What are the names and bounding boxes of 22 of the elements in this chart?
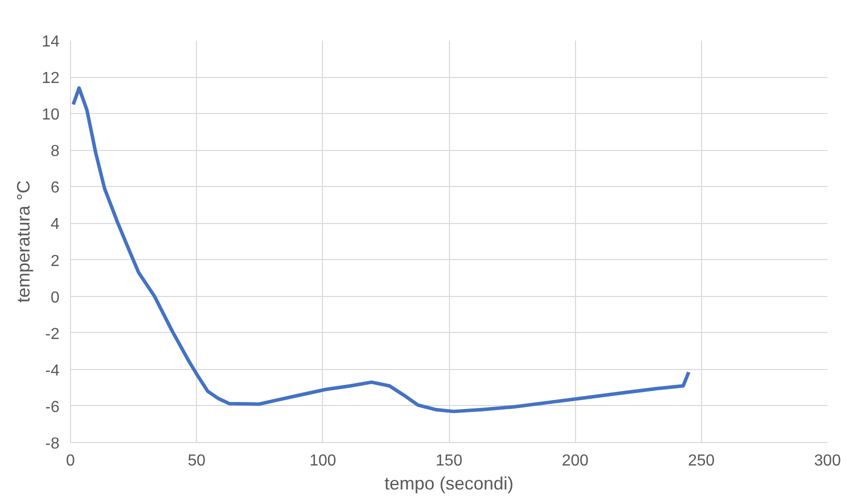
y-axis-title: temperatura °C [14, 180, 34, 303]
y-tick-label: 6 [50, 180, 60, 197]
y-tick-label: -8 [45, 436, 60, 452]
x-tick-label: 150 [436, 452, 462, 470]
y-tick-label: 10 [42, 106, 60, 124]
x-tick-label: 300 [814, 452, 841, 470]
y-tick-label: 14 [42, 34, 60, 50]
y-tick-label: -2 [45, 326, 60, 343]
y-tick-label: -6 [45, 398, 60, 416]
x-tick-label: 200 [562, 452, 589, 470]
x-axis-title: tempo (secondi) [384, 474, 514, 494]
x-tick-label: 250 [688, 452, 715, 470]
x-tick-label: 0 [66, 452, 76, 470]
y-tick-label: 4 [50, 216, 60, 234]
y-tick-label: -4 [45, 362, 60, 380]
y-tick-label: 12 [42, 70, 60, 88]
y-tick-label: 2 [50, 252, 60, 270]
line-series [72, 86, 690, 414]
x-tick-label: 100 [309, 452, 336, 470]
y-tick-label: 8 [50, 143, 60, 160]
x-tick-label: 50 [188, 452, 206, 470]
y-tick-label: 0 [50, 289, 60, 306]
